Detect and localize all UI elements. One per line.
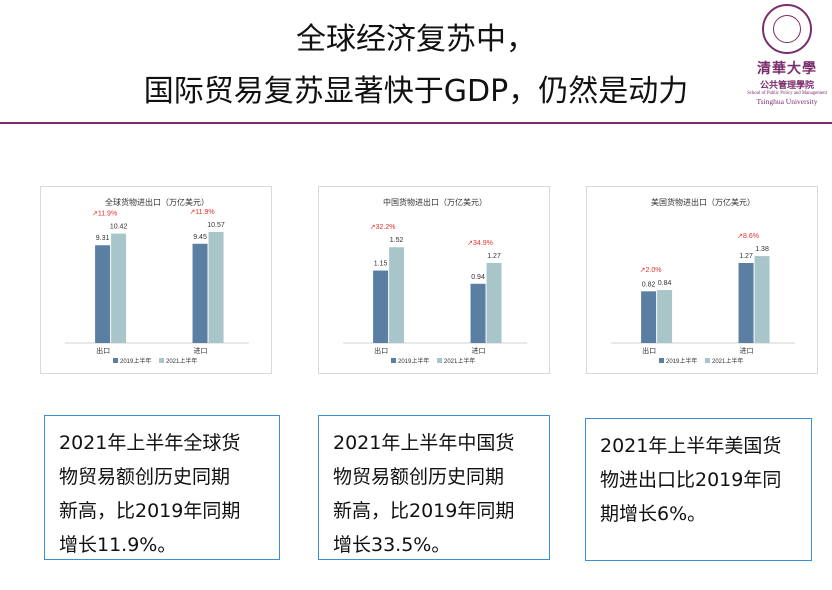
page-title-line2: 国际贸易复苏显著快于GDP，仍然是动力 <box>143 74 689 109</box>
growth-label: ↗34.9% <box>467 240 493 247</box>
chart-panel-china: 中国货物进出口（万亿美元） 1.15 1.52 ↗32.2% 出口 0.94 1.27 ↗34… <box>318 186 550 374</box>
logo-en-school: School of Public Policy and Management <box>747 91 827 96</box>
title-divider <box>0 122 832 124</box>
category-tick-label: 进口 <box>472 347 486 355</box>
bar <box>738 262 754 343</box>
data-label: 9.45 <box>193 234 207 241</box>
bar <box>95 245 111 343</box>
data-label: 1.15 <box>374 261 388 268</box>
note-line: 物贸易额创历史同期 <box>333 466 505 488</box>
note-box-usa: 2021年上半年美国货 物进出口比2019年同 期增长6%。 <box>585 418 812 561</box>
logo-cn-school: 公共管理學院 <box>759 81 814 91</box>
note-line: 物进出口比2019年同 <box>600 469 782 491</box>
legend-label: 2021上半年 <box>444 357 475 365</box>
growth-label: ↗11.9% <box>92 211 117 218</box>
chart-usa: 美国货物进出口（万亿美元） 0.82 0.84 ↗2.0% 出口 1.271.38 ↗8.6… <box>611 197 795 365</box>
chart-china: 中国货物进出口（万亿美元） 1.15 1.52 ↗32.2% 出口 0.94 1.27 ↗34… <box>343 197 527 365</box>
bar <box>641 291 657 343</box>
note-line: 新高，比2019年同期 <box>59 500 241 522</box>
data-label: 9.31 <box>96 235 110 242</box>
legend-label: 2019上半年 <box>398 357 429 365</box>
data-label: 1.27 <box>487 253 501 260</box>
bar <box>486 262 502 343</box>
bar <box>657 290 673 343</box>
legend-swatch <box>159 358 164 363</box>
seal-icon <box>762 4 812 54</box>
data-label: 0.94 <box>471 274 485 281</box>
category-tick-label: 出口 <box>374 346 388 355</box>
note-line: 新高，比2019年同期 <box>333 500 515 522</box>
chart-title: 美国货物进出口（万亿美元） <box>651 197 755 207</box>
logo-en-university: Tsinghua University <box>756 97 818 106</box>
data-label: 1.27 <box>739 253 753 260</box>
legend-swatch <box>437 358 442 363</box>
legend-swatch <box>113 358 118 363</box>
note-box-china: 2021年上半年中国货 物贸易额创历史同期 新高，比2019年同期 增长33.5… <box>318 415 550 560</box>
bar <box>754 256 770 343</box>
chart-title: 中国货物进出口（万亿美元） <box>383 197 487 207</box>
note-line: 2021年上半年美国货 <box>600 435 782 457</box>
bar <box>470 283 486 343</box>
chart-panel-usa: 美国货物进出口（万亿美元） 0.82 0.84 ↗2.0% 出口 1.27 1.38 ↗8.6… <box>586 186 818 374</box>
category-tick-label: 进口 <box>194 347 208 355</box>
data-label: 10.57 <box>207 222 225 229</box>
data-label: 1.52 <box>390 237 404 244</box>
data-label: 0.82 <box>642 281 656 288</box>
note-line: 增长33.5%。 <box>333 534 451 556</box>
data-label: 0.84 <box>658 280 672 287</box>
bar <box>208 232 224 343</box>
category-tick-label: 出口 <box>642 346 656 355</box>
legend-label: 2021上半年 <box>166 357 197 365</box>
category-tick-label: 进口 <box>740 347 754 355</box>
bar <box>373 270 389 343</box>
bar <box>111 233 127 343</box>
growth-label: ↗32.2% <box>370 224 396 231</box>
data-label: 10.42 <box>110 224 128 231</box>
category-tick-label: 出口 <box>96 346 110 355</box>
legend-swatch <box>391 358 396 363</box>
legend-label: 2021上半年 <box>712 357 743 365</box>
note-box-global: 2021年上半年全球货 物贸易额创历史同期 新高，比2019年同期 增长11.9… <box>44 415 280 560</box>
bar <box>389 247 405 343</box>
growth-label: ↗11.9% <box>189 209 214 216</box>
note-line: 物贸易额创历史同期 <box>59 466 231 488</box>
logo-cn-name: 清華大學 <box>757 61 817 77</box>
legend-label: 2019上半年 <box>666 357 697 365</box>
legend-swatch <box>659 358 664 363</box>
legend-label: 2019上半年 <box>120 357 151 365</box>
data-label: 1.38 <box>755 246 769 253</box>
bar <box>192 243 208 343</box>
note-line: 期增长6%。 <box>600 503 707 525</box>
growth-label: ↗8.6% <box>737 233 759 240</box>
growth-label: ↗2.0% <box>640 267 662 274</box>
note-line: 2021年上半年中国货 <box>333 432 515 454</box>
note-line: 增长11.9%。 <box>59 534 177 556</box>
legend-swatch <box>705 358 710 363</box>
chart-panel-global: 全球货物进出口（万亿美元） 9.31 10.42 ↗11.9% 出口 9.45 10.57 ↗… <box>40 186 272 374</box>
note-line: 2021年上半年全球货 <box>59 432 241 454</box>
university-logo: 清華大學 公共管理學院 School of Public Policy and … <box>742 2 832 120</box>
page-title-line1: 全球经济复苏中， <box>296 22 536 57</box>
chart-title: 全球货物进出口（万亿美元） <box>105 197 209 207</box>
